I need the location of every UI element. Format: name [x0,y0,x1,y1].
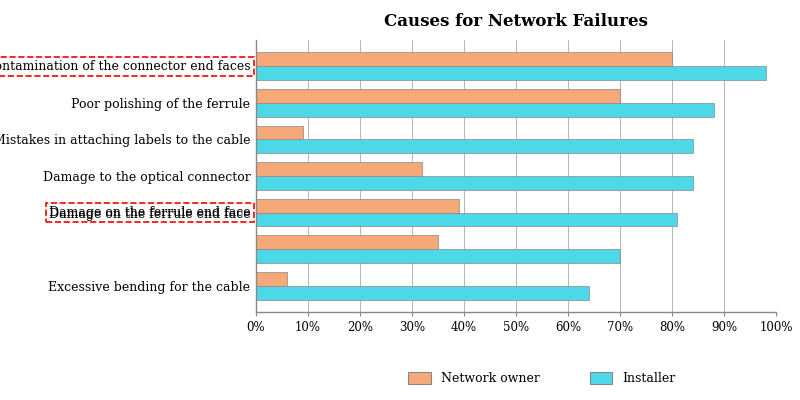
Bar [256,89,620,103]
Legend: Network owner, Installer: Network owner, Installer [403,367,681,390]
Bar [256,103,714,117]
Bar [256,52,672,66]
Bar [256,126,302,140]
Bar [256,162,422,176]
Bar [256,140,693,153]
Bar [256,199,459,212]
Bar [256,272,287,286]
Text: Contamination of the connector end faces: Contamination of the connector end faces [0,60,250,73]
Bar [256,286,589,300]
Bar [256,249,620,263]
Bar [256,66,766,80]
Bar [256,212,677,226]
Title: Causes for Network Failures: Causes for Network Failures [384,13,648,30]
Bar [256,176,693,190]
Text: Damage on the ferrule end face: Damage on the ferrule end face [49,206,250,219]
Bar [256,235,438,249]
